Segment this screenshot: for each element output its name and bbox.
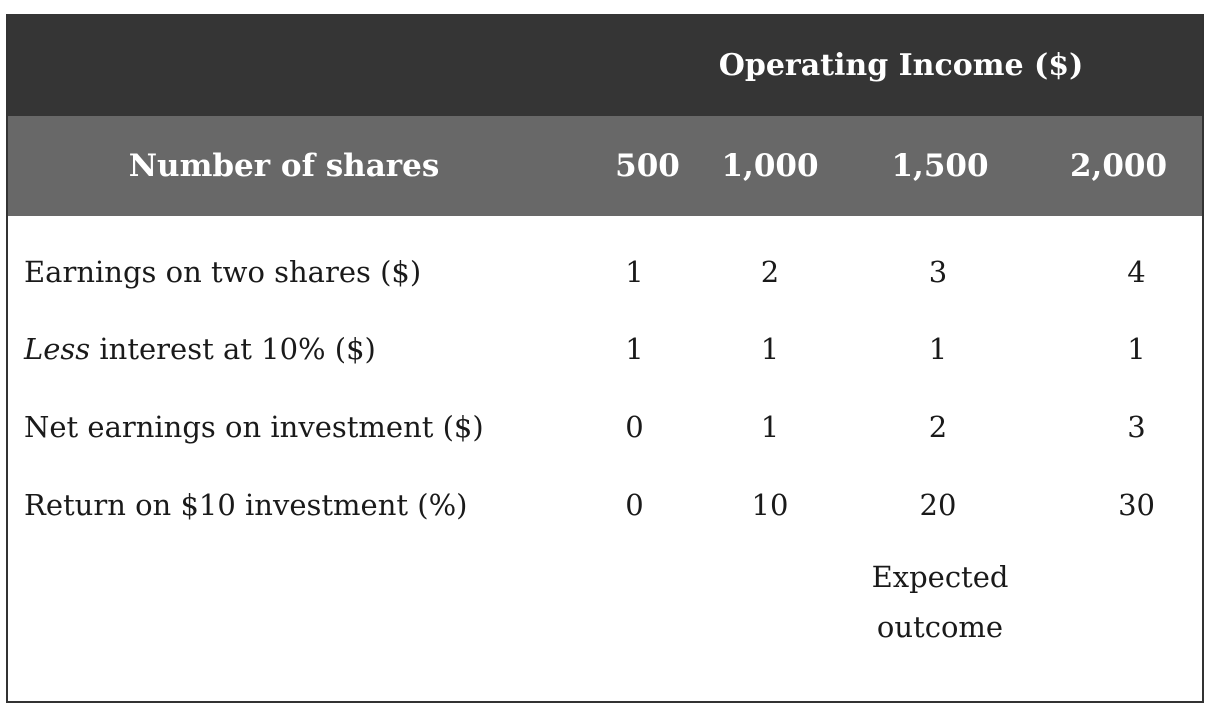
cell-net-2000: 3 (1127, 410, 1146, 444)
table-row-interest: Less interest at 10% ($) 1 1 1 1 (8, 310, 1202, 388)
row-label-interest-italic: Less (24, 332, 91, 366)
cell-earnings-500: 1 (625, 255, 644, 289)
number-of-shares-header: Number of shares (8, 116, 600, 216)
row-label-earnings: Earnings on two shares ($) (24, 255, 422, 289)
operating-income-table: Operating Income ($) Number of shares 50… (8, 14, 1202, 653)
income-table-container: Operating Income ($) Number of shares 50… (6, 14, 1204, 703)
row-label-net-earnings: Net earnings on investment ($) (24, 410, 484, 444)
row-label-interest: Less interest at 10% ($) (8, 310, 600, 388)
cell-earnings-1500: 3 (928, 255, 948, 289)
cell-earnings-1000: 2 (760, 255, 780, 289)
table-row-earnings: Earnings on two shares ($) 1 2 3 4 (8, 216, 1202, 310)
expected-spacer-500 (600, 544, 695, 653)
cell-net-1000: 1 (760, 410, 780, 444)
expected-outcome-line1: Expected (871, 560, 1009, 594)
column-header-500: 500 (600, 116, 695, 216)
cell-return-1000: 10 (751, 488, 789, 522)
expected-outcome-note: Expected outcome (845, 544, 1035, 653)
column-header-2000: 2,000 (1035, 116, 1202, 216)
cell-interest-1500: 1 (928, 332, 948, 366)
cell-earnings-2000: 4 (1127, 255, 1146, 289)
cell-net-500: 0 (625, 410, 644, 444)
expected-spacer-label (8, 544, 600, 653)
row-label-interest-rest: interest at 10% ($) (90, 332, 376, 366)
cell-return-2000: 30 (1118, 488, 1155, 522)
cell-net-1500: 2 (928, 410, 948, 444)
cell-return-1500: 20 (919, 488, 957, 522)
table-row-return: Return on $10 investment (%) 0 10 20 30 (8, 466, 1202, 544)
column-header-1500: 1,500 (845, 116, 1035, 216)
column-header-row: Number of shares 500 1,000 1,500 2,000 (8, 116, 1202, 216)
group-header-spacer (8, 14, 600, 116)
cell-interest-500: 1 (625, 332, 644, 366)
cell-interest-1000: 1 (760, 332, 780, 366)
table-row-expected: Expected outcome (8, 544, 1202, 653)
group-header-row: Operating Income ($) (8, 14, 1202, 116)
expected-spacer-2000 (1035, 544, 1202, 653)
expected-spacer-1000 (695, 544, 845, 653)
cell-return-500: 0 (625, 488, 644, 522)
expected-outcome-line2: outcome (876, 610, 1004, 644)
row-label-return: Return on $10 investment (%) (24, 488, 468, 522)
table-row-net-earnings: Net earnings on investment ($) 0 1 2 3 (8, 388, 1202, 466)
column-header-1000: 1,000 (695, 116, 845, 216)
cell-interest-2000: 1 (1127, 332, 1146, 366)
operating-income-header: Operating Income ($) (600, 14, 1202, 116)
